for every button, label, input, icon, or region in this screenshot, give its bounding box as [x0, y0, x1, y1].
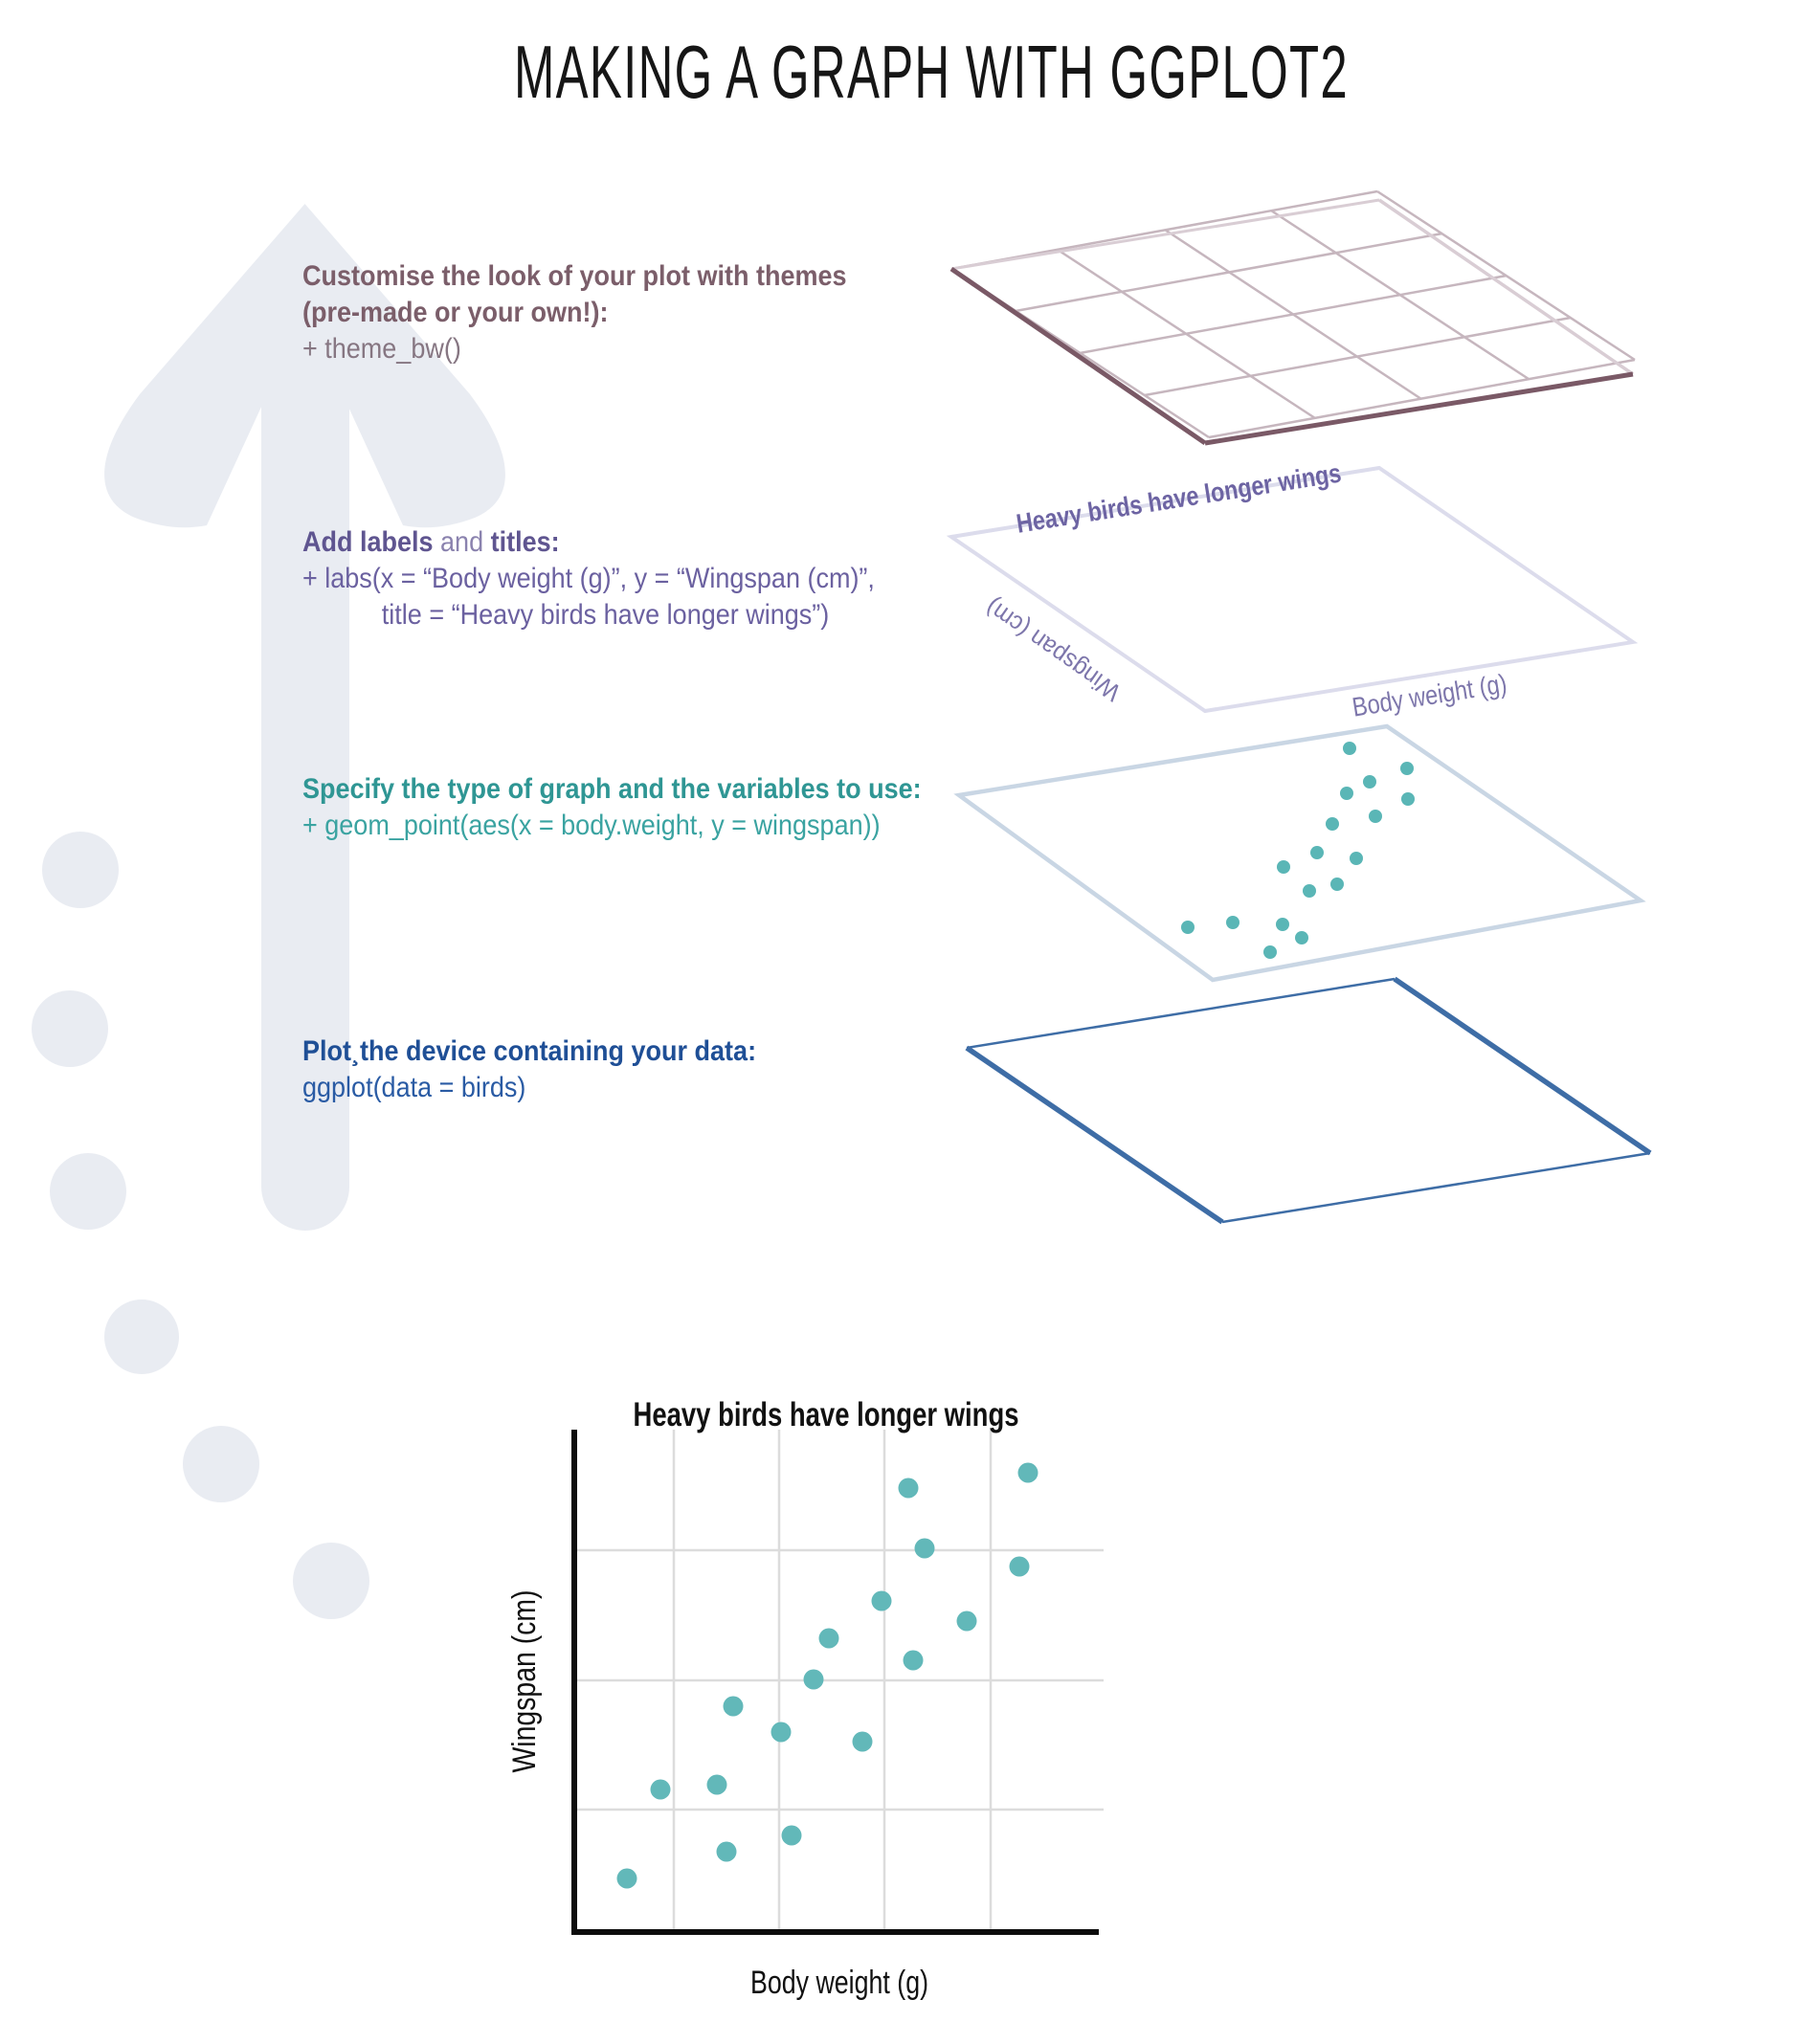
svg-text:Heavy birds have longer wings: Heavy birds have longer wings: [1015, 457, 1344, 538]
svg-text:Body weight (g): Body weight (g): [750, 1965, 928, 2001]
svg-text:Heavy birds have longer wings: Heavy birds have longer wings: [634, 1396, 1019, 1433]
svg-text:MAKING A GRAPH WITH GGPLOT2: MAKING A GRAPH WITH GGPLOT2: [514, 30, 1349, 114]
svg-text:Wingspan (cm): Wingspan (cm): [506, 1590, 543, 1773]
svg-text:Wingspan (cm): Wingspan (cm): [980, 593, 1126, 707]
